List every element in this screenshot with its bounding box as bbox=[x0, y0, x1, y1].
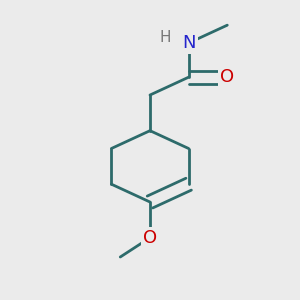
Text: O: O bbox=[220, 68, 234, 86]
Text: H: H bbox=[159, 30, 171, 45]
Text: N: N bbox=[182, 34, 195, 52]
Text: O: O bbox=[143, 229, 157, 247]
